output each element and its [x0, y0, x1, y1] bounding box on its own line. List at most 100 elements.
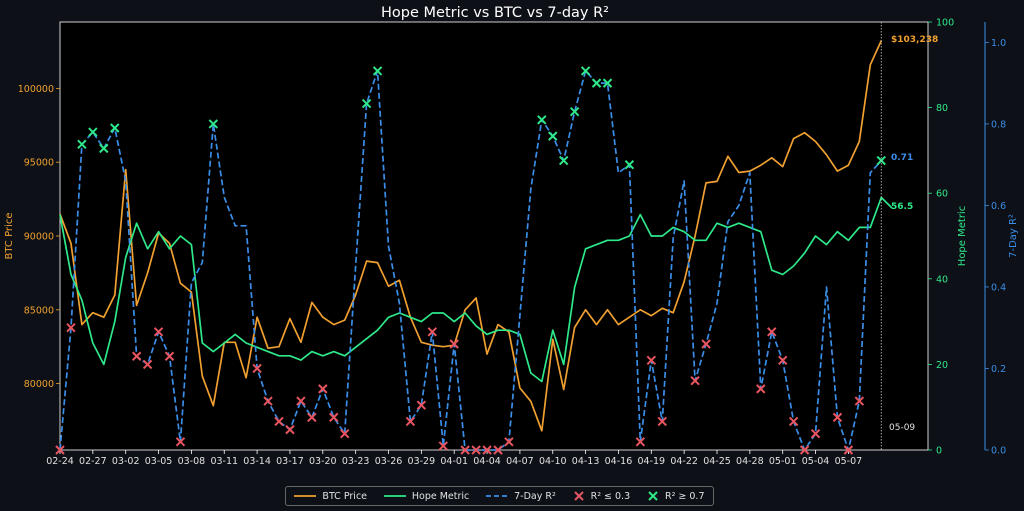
low-r2-marker	[810, 428, 821, 439]
x-tick-label: 03-05	[145, 456, 173, 467]
r2-axis-label: 7-Day R²	[1008, 214, 1019, 258]
low-r2-marker	[339, 428, 350, 439]
plot-area	[59, 21, 929, 451]
r2-line	[59, 70, 882, 451]
low-r2-marker	[164, 351, 175, 361]
legend-swatch-btc	[294, 495, 317, 497]
legend-x-high-icon	[648, 491, 658, 501]
low-r2-marker	[427, 327, 438, 337]
high-r2-marker	[372, 66, 383, 76]
x-tick-label: 04-22	[670, 456, 698, 467]
high-r2-marker	[624, 159, 635, 170]
x-tick-label: 03-14	[243, 456, 271, 467]
low-r2-marker	[799, 445, 810, 455]
legend-swatch-hope	[383, 495, 406, 497]
low-r2-marker	[274, 416, 284, 427]
low-r2-marker	[788, 416, 799, 427]
high-r2-marker	[361, 98, 372, 109]
low-r2-marker	[646, 355, 657, 366]
btc-tick-label: 90000	[24, 232, 54, 243]
low-r2-marker	[296, 396, 306, 406]
low-r2-marker	[471, 445, 481, 455]
x-tick-label: 05-01	[769, 456, 797, 467]
x-tick-label: 04-10	[539, 456, 567, 467]
low-r2-marker	[854, 396, 865, 406]
hope-tick-label: 60	[936, 189, 948, 200]
x-tick-label: 03-08	[178, 456, 206, 467]
legend-label-btc: BTC Price	[322, 490, 368, 502]
btc-tick-label: 85000	[24, 305, 54, 316]
low-r2-marker	[843, 445, 854, 455]
low-r2-marker	[701, 339, 711, 349]
btc-axis-label: BTC Price	[4, 213, 15, 260]
legend-x-low-icon	[573, 491, 584, 501]
x-tick-label: 04-25	[703, 456, 731, 467]
high-r2-marker	[591, 78, 602, 88]
legend-label-hope: Hope Metric	[411, 490, 470, 502]
legend: BTC Price Hope Metric 7-Day R² R² ≤ 0.3 …	[285, 486, 714, 506]
low-r2-marker	[318, 384, 328, 394]
low-r2-marker	[307, 412, 317, 423]
hope-tick-label: 40	[936, 274, 948, 285]
low-r2-marker	[405, 416, 416, 427]
x-tick-label: 03-20	[309, 456, 337, 467]
x-tick-label: 02-27	[79, 456, 107, 467]
r2-tick-label: 0.0	[991, 446, 1006, 457]
x-tick-label: 03-29	[408, 456, 436, 467]
hope-axis-label: Hope Metric	[957, 206, 968, 266]
legend-item-hope: Hope Metric	[383, 490, 470, 502]
low-r2-marker	[285, 424, 295, 435]
low-r2-marker	[832, 412, 843, 423]
low-r2-marker	[329, 412, 339, 423]
hope-tick-label: 80	[936, 103, 948, 114]
low-r2-marker	[690, 375, 700, 386]
x-tick-label: 04-19	[637, 456, 665, 467]
x-tick-label: 04-01	[440, 456, 468, 467]
low-r2-marker	[504, 437, 514, 447]
low-r2-marker	[142, 359, 153, 370]
btc-tick-label: 100000	[18, 84, 54, 95]
btc-price-line	[59, 40, 883, 432]
x-tick-label: 04-16	[605, 456, 633, 467]
x-tick-label: 03-17	[276, 456, 304, 467]
high-r2-marker	[602, 78, 613, 88]
x-tick-label: 04-13	[572, 456, 600, 467]
low-r2-marker	[263, 396, 273, 406]
high-r2-marker	[580, 66, 591, 76]
r2-tick-label: 0.2	[991, 364, 1006, 375]
r2-tick-label: 1.0	[991, 38, 1006, 49]
r2-tick-label: 0.6	[991, 201, 1006, 212]
low-r2-marker	[767, 327, 777, 337]
low-r2-marker	[153, 327, 164, 337]
btc-tick-label: 95000	[24, 158, 54, 169]
hope-tick-label: 20	[936, 360, 948, 371]
r2-tick-label: 0.4	[991, 282, 1006, 293]
low-r2-marker	[55, 445, 65, 455]
high-r2-marker	[77, 139, 87, 149]
legend-label-high-r2: R² ≥ 0.7	[664, 490, 705, 502]
x-tick-label: 03-23	[342, 456, 370, 467]
low-r2-marker	[756, 384, 766, 394]
low-r2-marker	[482, 445, 492, 455]
low-r2-marker	[777, 355, 788, 366]
low-r2-marker	[252, 363, 262, 374]
hope-tick-label: 100	[936, 18, 954, 29]
high-r2-marker	[110, 123, 120, 133]
legend-item-btc: BTC Price	[294, 491, 367, 502]
x-tick-label: 04-07	[506, 456, 534, 467]
x-tick-label: 04-28	[736, 456, 764, 467]
high-r2-marker	[558, 155, 569, 166]
legend-label-low-r2: R² ≤ 0.3	[590, 490, 631, 502]
legend-swatch-r2	[486, 495, 509, 497]
low-r2-marker	[66, 323, 76, 333]
legend-item-high-r2: R² ≥ 0.7	[647, 490, 705, 502]
low-r2-marker	[175, 437, 186, 447]
low-r2-marker	[449, 339, 459, 349]
r2-tick-label: 0.8	[991, 119, 1006, 130]
legend-item-low-r2: R² ≤ 0.3	[573, 490, 631, 502]
x-tick-label: 05-04	[802, 456, 830, 467]
high-r2-marker	[548, 131, 558, 141]
x-tick-label: 03-02	[112, 456, 140, 467]
high-r2-marker	[569, 106, 580, 117]
